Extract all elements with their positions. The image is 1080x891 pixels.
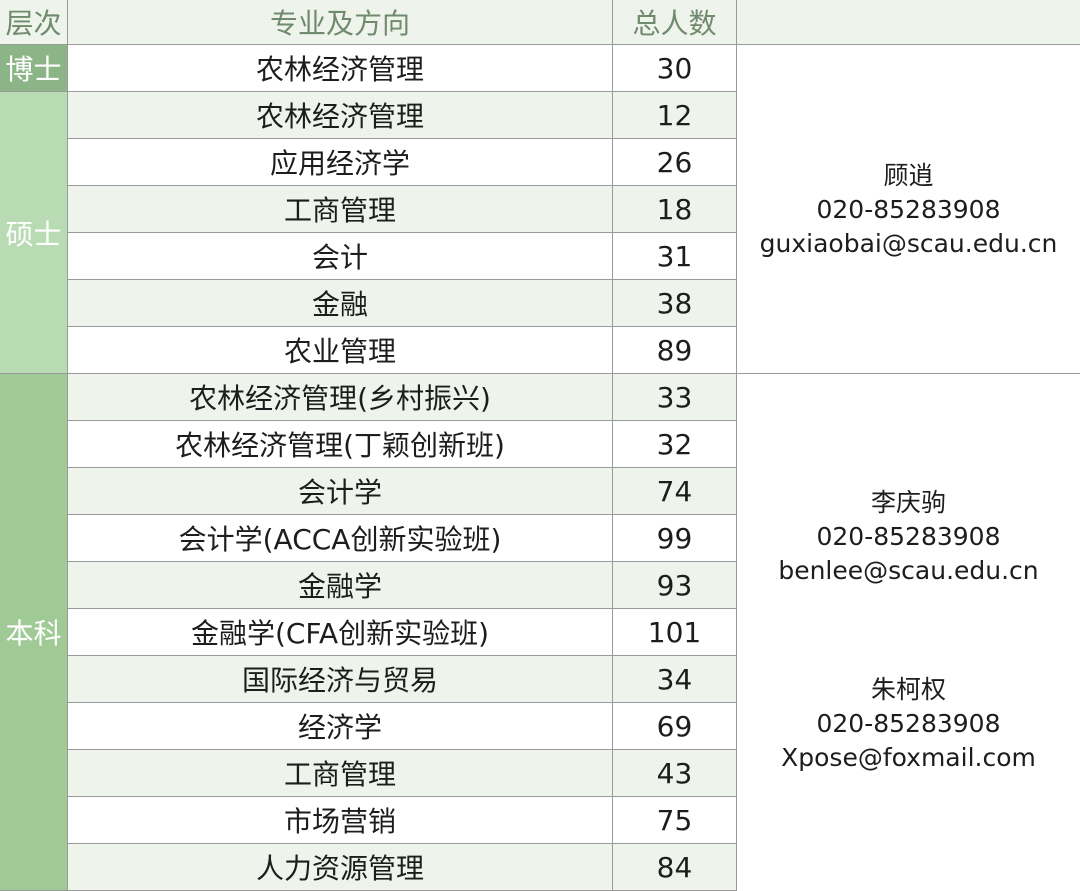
table-row: 人力资源管理 84 [68,844,737,891]
major-cell: 会计学(ACCA创新实验班) [68,515,613,561]
count-cell: 33 [613,374,737,420]
count-cell: 74 [613,468,737,514]
count-cell: 89 [613,327,737,373]
major-cell: 工商管理 [68,186,613,232]
major-cell: 金融学 [68,562,613,608]
contact-email: Xpose@foxmail.com [781,743,1036,772]
major-cell: 工商管理 [68,750,613,796]
count-cell: 34 [613,656,737,702]
table-row: 农林经济管理(乡村振兴) 33 [68,374,737,421]
major-cell: 农业管理 [68,327,613,373]
table-row: 工商管理 18 [68,186,737,233]
divider [737,373,1080,374]
count-cell: 30 [613,45,737,91]
count-cell: 38 [613,280,737,326]
major-cell: 农林经济管理 [68,92,613,138]
contact-name: 顾逍 [883,160,934,190]
table-row: 会计 31 [68,233,737,280]
count-cell: 32 [613,421,737,467]
table-row: 会计学 74 [68,468,737,515]
count-cell: 99 [613,515,737,561]
contact-name: 朱柯权 [870,675,946,704]
count-cell: 101 [613,609,737,655]
level-master: 硕士 [0,92,68,374]
major-cell: 农林经济管理(乡村振兴) [68,374,613,420]
contact-email: benlee@scau.edu.cn [778,556,1039,585]
table-row: 国际经济与贸易 34 [68,656,737,703]
major-cell: 金融学(CFA创新实验班) [68,609,613,655]
table-row: 农业管理 89 [68,327,737,374]
contact-phone: 020-85283908 [816,522,1001,551]
major-cell: 金融 [68,280,613,326]
major-cell: 人力资源管理 [68,844,613,890]
table-row: 金融 38 [68,280,737,327]
header-count: 总人数 [613,0,737,45]
contact-bachelor-2: 朱柯权 020-85283908 Xpose@foxmail.com [737,673,1080,775]
major-cell: 应用经济学 [68,139,613,185]
table-row: 经济学 69 [68,703,737,750]
major-cell: 会计 [68,233,613,279]
contact-bachelor-1: 李庆驹 020-85283908 benlee@scau.edu.cn [737,486,1080,588]
contact-email: guxiaobai@scau.edu.cn [759,228,1058,258]
count-cell: 43 [613,750,737,796]
count-cell: 12 [613,92,737,138]
table-row: 金融学 93 [68,562,737,609]
count-cell: 84 [613,844,737,890]
count-cell: 69 [613,703,737,749]
count-cell: 31 [613,233,737,279]
count-cell: 75 [613,797,737,843]
table-row: 农林经济管理 12 [68,92,737,139]
table-row: 工商管理 43 [68,750,737,797]
contact-graduate: 顾逍 020-85283908 guxiaobai@scau.edu.cn [737,45,1080,374]
major-cell: 会计学 [68,468,613,514]
header-contact [737,0,1080,45]
major-cell: 国际经济与贸易 [68,656,613,702]
header-major: 专业及方向 [68,0,613,45]
major-cell: 农林经济管理 [68,45,613,91]
major-cell: 市场营销 [68,797,613,843]
header-level: 层次 [0,0,68,45]
table-row: 农林经济管理 30 [68,45,737,92]
contact-phone: 020-85283908 [816,709,1001,738]
level-doctor: 博士 [0,45,68,92]
contact-name: 李庆驹 [870,488,946,517]
table-row: 会计学(ACCA创新实验班) 99 [68,515,737,562]
count-cell: 93 [613,562,737,608]
major-cell: 经济学 [68,703,613,749]
table-row: 应用经济学 26 [68,139,737,186]
table-row: 农林经济管理(丁颖创新班) 32 [68,421,737,468]
contact-phone: 020-85283908 [816,194,1001,224]
table-row: 金融学(CFA创新实验班) 101 [68,609,737,656]
major-cell: 农林经济管理(丁颖创新班) [68,421,613,467]
level-bachelor: 本科 [0,374,68,891]
count-cell: 26 [613,139,737,185]
count-cell: 18 [613,186,737,232]
table-row: 市场营销 75 [68,797,737,844]
